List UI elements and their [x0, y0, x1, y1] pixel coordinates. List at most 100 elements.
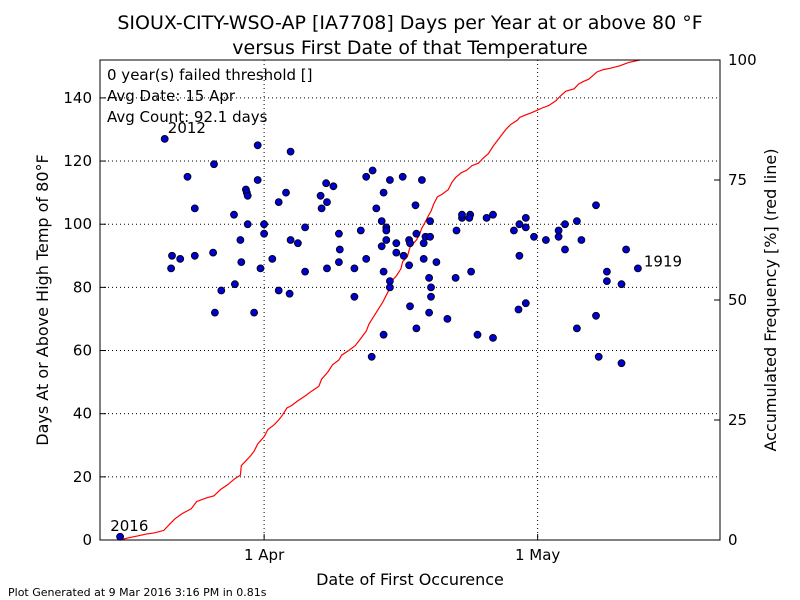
scatter-point [356, 226, 365, 235]
x-tick-label: 1 Apr [244, 546, 285, 564]
scatter-point [603, 277, 611, 286]
axes-layer: 1 Apr 1 May 0 20 40 60 80 100 120 140 0 25 50 75 100 [63, 51, 756, 564]
scatter-point [577, 236, 586, 244]
y-tick-label: 120 [63, 152, 92, 170]
scatter-point [467, 267, 476, 276]
scatter-point [301, 223, 310, 232]
scatter-point [317, 204, 326, 213]
scatter-point [286, 147, 295, 156]
footer-generated-text: Plot Generated at 9 Mar 2016 3:16 PM in … [8, 586, 267, 599]
x-tick-label: 1 May [515, 546, 560, 564]
scatter-point [542, 236, 550, 244]
scatter-point [617, 359, 626, 368]
scatter-point [362, 172, 371, 181]
scatter-point [617, 280, 626, 289]
y2-tick-label: 25 [728, 411, 747, 429]
scatter-point [392, 248, 401, 257]
scatter-point [323, 198, 331, 207]
scatter-point [190, 204, 199, 213]
scatter-point [274, 286, 283, 295]
scatter-point [350, 264, 359, 273]
scatter-point [256, 264, 265, 273]
scatter-point [230, 210, 238, 219]
y-tick-label: 80 [73, 278, 92, 296]
scatter-point [243, 220, 252, 229]
scatter-point [382, 236, 391, 244]
scatter-point [385, 283, 394, 292]
scatter-point [510, 226, 518, 235]
y2-tick-label: 100 [728, 51, 757, 69]
scatter-point [482, 213, 491, 222]
scatter-point [515, 220, 524, 229]
y-tick-label: 100 [63, 215, 92, 233]
scatter-point [521, 213, 530, 222]
y-tick-label: 20 [73, 468, 92, 486]
scatter-point [521, 223, 530, 232]
scatter-point [426, 232, 435, 241]
scatter-point [293, 239, 302, 248]
scatter-point [334, 229, 343, 238]
scatter-point [260, 220, 269, 229]
scatter-point [368, 166, 377, 175]
scatter-point [561, 245, 569, 254]
scatter-point [260, 229, 269, 238]
scatter-point [372, 204, 381, 213]
scatter-point [425, 308, 434, 317]
scatter-point [427, 283, 435, 292]
scatter-point [286, 236, 295, 244]
annotation-year-label: 2016 [110, 517, 148, 535]
scatter-point [253, 176, 262, 184]
y-tick-label: 60 [73, 342, 92, 360]
x-axis-label: Date of First Occurence [316, 570, 504, 589]
scatter-point [350, 292, 359, 301]
info-line-1: 0 year(s) failed threshold [] [107, 66, 313, 84]
y-tick-label: 40 [73, 405, 92, 423]
scatter-point [419, 254, 428, 263]
y2-tick-label: 75 [728, 171, 747, 189]
scatter-point [406, 239, 414, 248]
scatter-point [427, 292, 435, 301]
scatter-point [210, 160, 218, 169]
scatter-point [379, 267, 388, 276]
scatter-point [379, 330, 388, 339]
info-layer: 0 year(s) failed threshold [] Avg Date: … [107, 66, 313, 126]
scatter-point [399, 251, 408, 260]
annotation-year-label: 1919 [644, 252, 682, 270]
scatter-point [489, 210, 497, 219]
scatter-point [489, 333, 497, 342]
scatter-point [573, 324, 581, 333]
scatter-point [411, 201, 420, 210]
scatter-point [176, 254, 185, 263]
scatter-point [465, 213, 474, 222]
scatter-point [168, 251, 176, 260]
scatter-point [323, 264, 331, 273]
scatter-point [634, 264, 642, 273]
y2-tick-label: 0 [728, 531, 738, 549]
scatter-point [301, 267, 310, 276]
scatter-point [367, 352, 376, 361]
scatter-point [282, 188, 290, 197]
scatter-point [230, 280, 239, 289]
scatter-point [412, 229, 421, 238]
chart-title-group: SIOUX-CITY-WSO-AP [IA7708] Days per Year… [117, 12, 702, 59]
scatter-point [592, 311, 600, 320]
scatter-point [334, 258, 343, 267]
y2-tick-label: 50 [728, 291, 747, 309]
info-line-3: Avg Count: 92.1 days [107, 108, 268, 126]
scatter-point [268, 254, 277, 263]
scatter-point [243, 191, 252, 200]
scatter-point [392, 239, 401, 248]
scatter-point [451, 273, 460, 282]
scatter-point [335, 245, 344, 254]
scatter-point [253, 141, 262, 150]
scatter-point [237, 258, 246, 267]
scatter-point [473, 330, 482, 339]
scatter-point [405, 261, 414, 270]
scatter-point [406, 302, 414, 311]
scatter-point [594, 352, 603, 361]
scatter-point [425, 273, 434, 282]
axis-labels: Date of First Occurence Days At or Above… [33, 149, 780, 589]
scatter-point [592, 201, 600, 210]
